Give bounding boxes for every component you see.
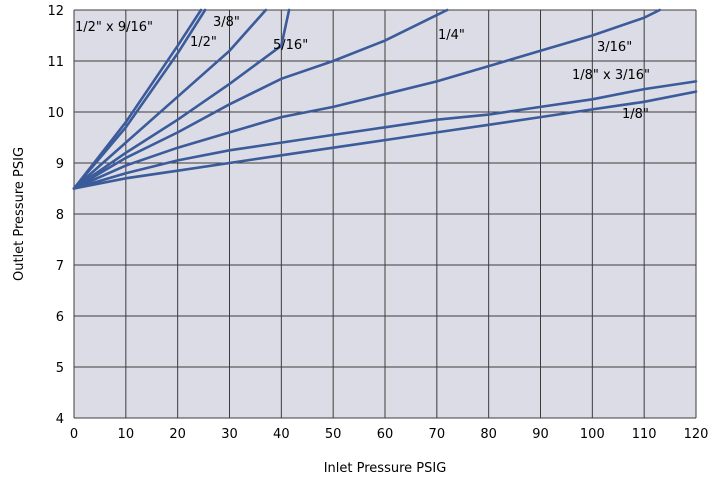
series-line [72,8,662,190]
x-tick-label: 0 [70,427,78,442]
y-tick-label: 11 [47,55,64,70]
y-tick-label: 8 [56,208,64,223]
y-tick-label: 7 [56,259,64,274]
series-line [72,8,291,190]
grid-lines [73,9,697,419]
x-tick-label: 30 [221,427,238,442]
y-tick-label: 12 [47,4,64,19]
series-label: 3/8" [213,15,240,30]
series-label: 1/8" [622,107,649,122]
series-label: 5/16" [273,38,308,53]
series-label: 1/2" [190,35,217,50]
x-tick-label: 10 [118,427,135,442]
y-tick-label: 9 [56,157,64,172]
y-tick-label: 5 [56,361,64,376]
x-tick-label: 90 [532,427,549,442]
series-lines [72,8,698,190]
x-axis-ticks: 0 10 20 30 40 50 60 70 80 90 100 110 120 [70,427,709,442]
x-tick-label: 100 [580,427,605,442]
series-line [72,8,268,190]
x-tick-label: 80 [480,427,497,442]
x-tick-label: 20 [169,427,186,442]
y-axis-title: Outlet Pressure PSIG [12,147,27,281]
series-label: 3/16" [597,40,632,55]
x-tick-label: 110 [632,427,657,442]
series-annotations: 1/2" x 9/16" 3/8" 1/2" 5/16" 1/4" 3/16" 1/8" x… [75,15,650,122]
y-tick-label: 6 [56,310,64,325]
series-line [72,80,698,190]
y-tick-label: 4 [56,412,64,427]
series-label: 1/8" x 3/16" [572,68,650,83]
x-tick-label: 120 [684,427,709,442]
y-axis-ticks: 4 5 6 7 8 9 10 11 12 [47,4,64,427]
x-tick-label: 70 [429,427,446,442]
series-line [72,8,207,190]
series-line [72,90,698,190]
x-tick-label: 40 [273,427,290,442]
x-tick-label: 60 [377,427,394,442]
series-line [72,8,449,190]
series-label: 1/2" x 9/16" [75,20,153,35]
series-label: 1/4" [438,28,465,43]
x-tick-label: 50 [325,427,342,442]
series-line [72,8,203,190]
y-tick-label: 10 [47,106,64,121]
x-axis-title: Inlet Pressure PSIG [324,461,447,476]
